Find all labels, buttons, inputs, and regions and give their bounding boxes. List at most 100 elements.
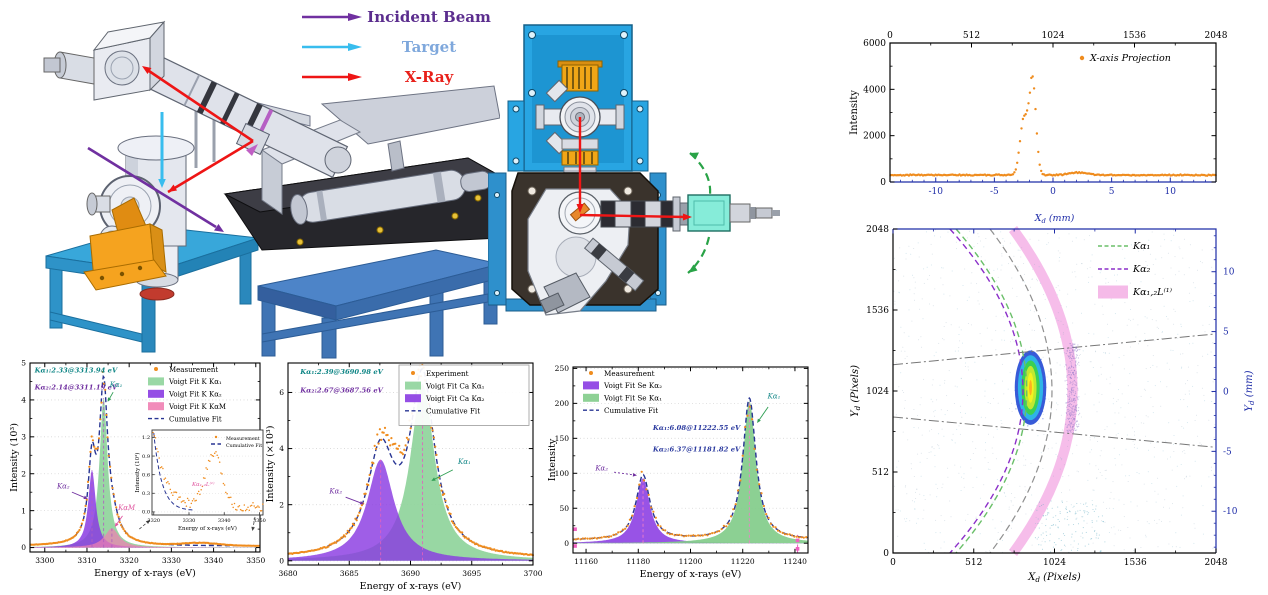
svg-text:3340: 3340 bbox=[204, 556, 223, 565]
svg-text:6: 6 bbox=[279, 388, 284, 397]
svg-text:50: 50 bbox=[559, 504, 569, 513]
svg-text:Kα₁: Kα₁ bbox=[767, 392, 781, 400]
svg-text:Kα₁:2.39@3690.98 eV: Kα₁:2.39@3690.98 eV bbox=[299, 368, 383, 376]
svg-text:Kα₁: Kα₁ bbox=[457, 458, 471, 466]
svg-text:1024: 1024 bbox=[1043, 558, 1066, 568]
projection-plot: 0 512 1024 1536 2048 -10 -5 0 5 10 0 2000 4000 6000 In… bbox=[849, 31, 1228, 197]
svg-text:2048: 2048 bbox=[866, 225, 889, 235]
svg-text:3300: 3300 bbox=[35, 556, 54, 565]
k-spectrum-chart: 3300 3310 3320 3330 3340 3350 0 1 2 3 4 5 Energy of … bbox=[10, 359, 266, 579]
svg-text:0.0: 0.0 bbox=[142, 510, 150, 516]
se_spectrum-plot: 11160 11180 11200 11220 11240 0 50 100 150 200 250… bbox=[548, 364, 809, 580]
svg-text:0.3: 0.3 bbox=[142, 491, 150, 497]
ca-spectrum-chart: 3680 3685 3690 3695 3700 0 2 4 6 Energy of x-rays… bbox=[266, 362, 543, 592]
svg-text:100: 100 bbox=[555, 469, 570, 478]
svg-text:3: 3 bbox=[21, 432, 26, 441]
svg-text:-5: -5 bbox=[990, 187, 999, 197]
svg-text:11180: 11180 bbox=[626, 557, 650, 566]
svg-text:3310: 3310 bbox=[77, 556, 96, 565]
svg-text:2000: 2000 bbox=[863, 132, 886, 142]
svg-text:Xd (mm): Xd (mm) bbox=[1034, 213, 1075, 225]
svg-text:Intensity (10³): Intensity (10³) bbox=[10, 423, 20, 492]
svg-text:Measurement: Measurement bbox=[604, 369, 655, 378]
svg-text:3330: 3330 bbox=[183, 518, 196, 524]
svg-text:3320: 3320 bbox=[120, 556, 139, 565]
svg-text:4000: 4000 bbox=[863, 85, 886, 95]
svg-text:Voigt Fit K KαM: Voigt Fit K KαM bbox=[168, 403, 226, 411]
incident-beam-arrow bbox=[87, 146, 224, 232]
svg-text:Xd (Pixels): Xd (Pixels) bbox=[1027, 572, 1081, 584]
ca_spectrum-plot: 3680 3685 3690 3695 3700 0 2 4 6 Energy of x-rays… bbox=[266, 362, 543, 592]
svg-text:Voigt Fit K Kα₂: Voigt Fit K Kα₂ bbox=[168, 391, 222, 399]
legend-row-incident-beam: Incident Beam bbox=[300, 2, 558, 32]
svg-text:1536: 1536 bbox=[1123, 31, 1146, 41]
svg-text:Kα₂: Kα₂ bbox=[594, 464, 608, 472]
svg-text:1536: 1536 bbox=[866, 306, 889, 316]
svg-text:11220: 11220 bbox=[731, 557, 755, 566]
svg-text:2048: 2048 bbox=[1205, 31, 1228, 41]
svg-text:Kα₂:2.14@3311.19 eV: Kα₂:2.14@3311.19 eV bbox=[34, 383, 118, 391]
svg-text:Voigt Fit K Kα₁: Voigt Fit K Kα₁ bbox=[168, 378, 222, 386]
svg-text:0: 0 bbox=[21, 543, 26, 552]
xray-beam-topview bbox=[576, 117, 692, 221]
rotation-range-arrows bbox=[687, 152, 712, 274]
svg-text:0: 0 bbox=[279, 556, 284, 565]
svg-text:Kα₂: Kα₂ bbox=[1132, 264, 1151, 275]
svg-text:512: 512 bbox=[963, 31, 980, 41]
target-arrow-icon bbox=[302, 43, 362, 51]
svg-text:6000: 6000 bbox=[863, 39, 886, 49]
svg-text:Energy of x-rays (eV): Energy of x-rays (eV) bbox=[94, 568, 196, 579]
incident-beam-arrow-icon bbox=[302, 13, 362, 21]
svg-text:1: 1 bbox=[21, 506, 26, 515]
svg-text:0: 0 bbox=[883, 549, 889, 559]
svg-text:512: 512 bbox=[965, 558, 982, 568]
svg-text:Kα₂:6.37@11181.82 eV: Kα₂:6.37@11181.82 eV bbox=[652, 446, 741, 454]
svg-text:Kα₁: Kα₁ bbox=[109, 381, 123, 389]
detector-plot: Kα₁ Kα₂ Kα₁,₂L⁽¹⁾ 0 512 1024 1536 2048 0 512 1024 1… bbox=[850, 213, 1256, 584]
svg-text:11160: 11160 bbox=[574, 557, 598, 566]
svg-text:Intensity: Intensity bbox=[548, 438, 558, 481]
svg-text:Cumulative Fit: Cumulative Fit bbox=[426, 407, 480, 416]
svg-text:Cumulative Fit: Cumulative Fit bbox=[226, 443, 262, 449]
svg-text:Measurement: Measurement bbox=[169, 366, 218, 374]
svg-text:512: 512 bbox=[872, 468, 889, 478]
svg-text:3695: 3695 bbox=[462, 569, 481, 578]
svg-text:11200: 11200 bbox=[679, 557, 703, 566]
svg-text:4: 4 bbox=[279, 444, 284, 453]
svg-text:X-axis Projection: X-axis Projection bbox=[1089, 53, 1171, 64]
svg-text:1024: 1024 bbox=[866, 387, 889, 397]
svg-text:Voigt Fit Se Kα₁: Voigt Fit Se Kα₁ bbox=[603, 394, 662, 403]
svg-text:4: 4 bbox=[21, 396, 26, 405]
svg-text:3680: 3680 bbox=[278, 569, 297, 578]
svg-text:5: 5 bbox=[21, 359, 26, 368]
svg-text:3340: 3340 bbox=[218, 518, 231, 524]
orange-mount-bracket bbox=[83, 197, 167, 291]
svg-text:3700: 3700 bbox=[523, 569, 542, 578]
svg-text:Kα₂: Kα₂ bbox=[56, 483, 70, 491]
svg-text:Intensity: Intensity bbox=[849, 90, 860, 135]
right-support-table bbox=[257, 249, 500, 359]
xray-arrow-icon bbox=[302, 73, 362, 81]
svg-text:Yd (mm): Yd (mm) bbox=[1244, 370, 1256, 411]
svg-text:1.2: 1.2 bbox=[142, 435, 150, 441]
svg-text:3685: 3685 bbox=[340, 569, 359, 578]
svg-text:1536: 1536 bbox=[1124, 558, 1147, 568]
svg-text:0: 0 bbox=[887, 31, 893, 41]
xray-path-arrow bbox=[142, 66, 254, 194]
svg-text:Cumulative Fit: Cumulative Fit bbox=[604, 406, 658, 415]
svg-text:Voigt Fit Ca Kα₁: Voigt Fit Ca Kα₁ bbox=[425, 381, 485, 390]
svg-text:KαM: KαM bbox=[117, 504, 136, 512]
svg-text:-5: -5 bbox=[1223, 447, 1232, 457]
svg-text:0.9: 0.9 bbox=[142, 454, 150, 460]
svg-text:2048: 2048 bbox=[1205, 558, 1228, 568]
legend-row-xray: X-Ray bbox=[300, 62, 558, 92]
svg-text:Intensity (10²): Intensity (10²) bbox=[134, 453, 141, 493]
svg-text:Kα₁: Kα₁ bbox=[1132, 241, 1150, 252]
svg-text:2: 2 bbox=[21, 469, 26, 478]
svg-text:Experiment: Experiment bbox=[426, 369, 469, 378]
svg-text:0: 0 bbox=[880, 178, 886, 188]
svg-text:250: 250 bbox=[555, 364, 570, 373]
svg-text:0: 0 bbox=[890, 558, 896, 568]
k_spectrum-plot: 3300 3310 3320 3330 3340 3350 0 1 2 3 4 5 Energy of … bbox=[10, 359, 266, 579]
